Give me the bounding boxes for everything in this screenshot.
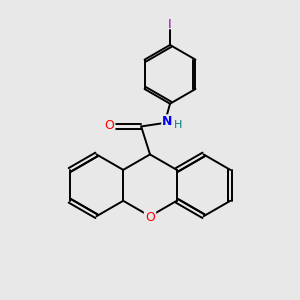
Text: N: N xyxy=(162,115,172,128)
Text: O: O xyxy=(105,119,115,132)
Text: I: I xyxy=(168,18,172,32)
Text: O: O xyxy=(145,211,155,224)
Text: H: H xyxy=(174,120,182,130)
